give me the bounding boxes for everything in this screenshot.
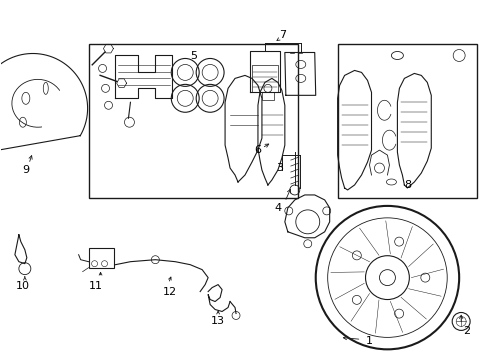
Text: 1: 1 [365, 336, 372, 346]
Text: 2: 2 [463, 327, 470, 336]
Text: 11: 11 [88, 280, 102, 291]
Text: 10: 10 [16, 280, 30, 291]
Bar [88, 248, 113, 268]
Text: 7: 7 [279, 30, 286, 40]
Text: 6: 6 [254, 145, 261, 155]
Bar [262, 92, 273, 100]
Text: 4: 4 [274, 203, 281, 213]
Bar [337, 44, 476, 198]
Text: 9: 9 [22, 165, 29, 175]
Bar [88, 44, 297, 198]
Text: 8: 8 [403, 180, 410, 190]
Text: 3: 3 [276, 163, 283, 173]
Text: 13: 13 [211, 316, 224, 327]
Text: 5: 5 [189, 51, 196, 62]
Text: 12: 12 [163, 287, 177, 297]
